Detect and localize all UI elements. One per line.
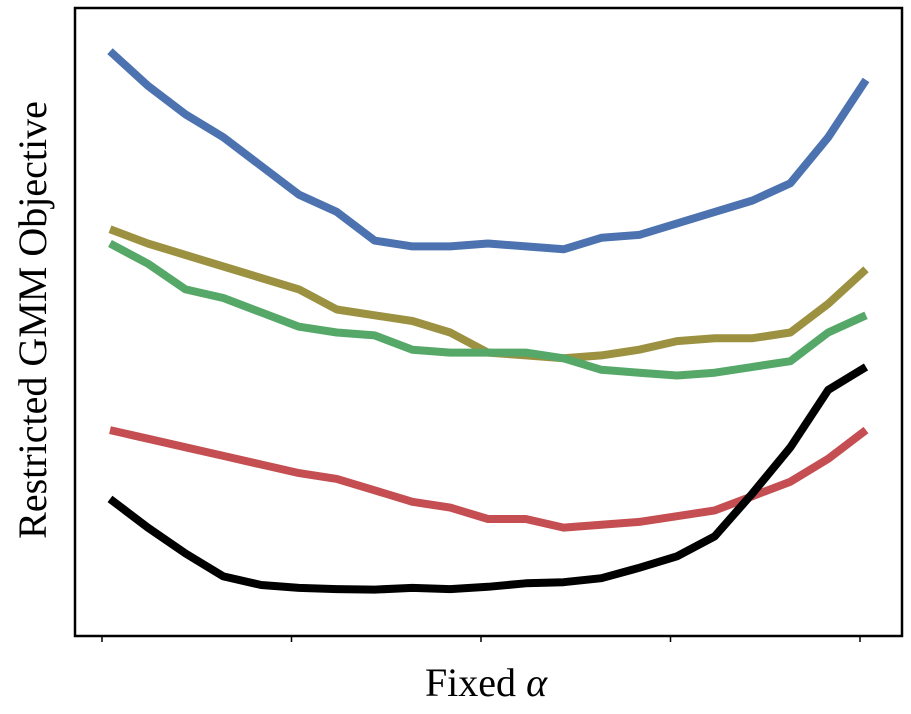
x-axis-label-symbol: α: [526, 660, 548, 705]
series-line-3: [109, 426, 869, 532]
y-axis-label: Restricted GMM Objective: [10, 101, 55, 539]
series-line-0: [107, 48, 870, 254]
x-axis-label-text: Fixed: [425, 660, 526, 705]
plot-frame: [73, 6, 904, 638]
series-line-2: [108, 239, 868, 380]
x-axis-label: Fixed α: [425, 660, 548, 705]
series-lines: [107, 48, 870, 594]
series-line-1: [108, 225, 869, 363]
series-line-4: [107, 363, 869, 594]
x-axis-ticks: [101, 636, 861, 642]
